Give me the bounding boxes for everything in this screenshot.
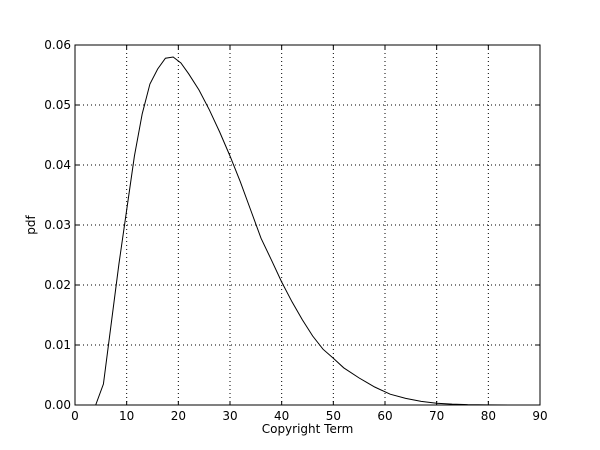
y-tick-label: 0.00 (44, 398, 71, 412)
grid (75, 45, 540, 405)
series-layer (75, 56, 540, 406)
y-tick-label: 0.02 (44, 278, 71, 292)
ticks (74, 44, 541, 406)
y-tick-label: 0.01 (44, 338, 71, 352)
y-tick-label: 0.04 (44, 158, 71, 172)
y-tick-label: 0.06 (44, 38, 71, 52)
x-tick-label: 80 (481, 409, 496, 423)
y-axis-label: pdf (24, 215, 38, 235)
x-tick-label: 0 (71, 409, 79, 423)
x-tick-label: 40 (274, 409, 289, 423)
x-tick-label: 90 (532, 409, 547, 423)
x-axis-label: Copyright Term (262, 422, 354, 436)
y-tick-label: 0.05 (44, 98, 71, 112)
tick-labels: 0 10 20 30 40 50 60 70 80 90 0.00 0.01 0.02 0.03 0.04 0… (44, 38, 547, 423)
x-tick-label: 10 (119, 409, 134, 423)
x-tick-label: 70 (429, 409, 444, 423)
series-line (75, 56, 540, 406)
x-tick-label: 60 (377, 409, 392, 423)
x-tick-label: 20 (171, 409, 186, 423)
y-tick-label: 0.03 (44, 218, 71, 232)
x-tick-label: 30 (222, 409, 237, 423)
x-tick-label: 50 (326, 409, 341, 423)
